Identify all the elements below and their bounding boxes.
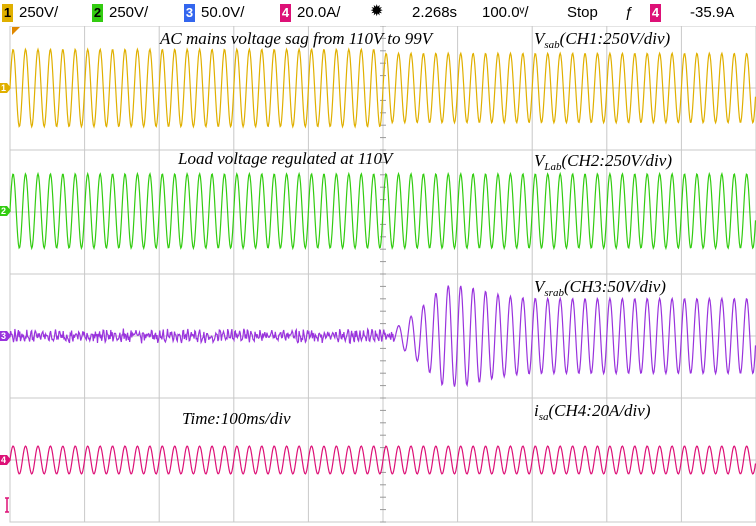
ch1-ground-marker[interactable] — [0, 83, 11, 93]
sag-annotation: AC mains voltage sag from 110V to 99V — [159, 29, 435, 48]
ch3-label: Vsrab(CH3:50V/div) — [534, 277, 666, 299]
ch3-badge: 3 — [184, 4, 195, 22]
ch2-ground-marker[interactable] — [0, 206, 11, 216]
ch1-marker-label: 1 — [1, 83, 6, 93]
falling-edge-trigger-icon: ƒ — [625, 4, 634, 21]
ch4-label: isa(CH4:20A/div) — [534, 401, 651, 423]
ch4-ground-marker[interactable] — [0, 455, 11, 465]
ch1-badge: 1 — [2, 4, 13, 22]
trigger-level-marker[interactable] — [5, 497, 9, 513]
ch3-scale-readout[interactable]: 3 50.0V/ — [184, 4, 244, 22]
ch2-badge: 2 — [92, 4, 103, 22]
time-scale-annotation: Time:100ms/div — [182, 409, 291, 428]
ch3-ground-marker[interactable] — [0, 331, 11, 341]
status-bar: 1 250V/ 2 250V/ 3 50.0V/ 4 20.0A/ ✹ 2.268s 1… — [0, 0, 756, 26]
acquire-star-icon: ✹ — [370, 3, 384, 20]
trigger-position-marker[interactable] — [12, 27, 20, 35]
trigger-level[interactable]: -35.9A — [690, 4, 735, 21]
ch4-scale-readout[interactable]: 4 20.0A/ — [280, 4, 340, 22]
trace-ch1 — [9, 47, 756, 129]
ch4-scale: 20.0A/ — [297, 4, 341, 21]
ch4-marker-label: 4 — [1, 455, 6, 465]
ch4-badge: 4 — [280, 4, 291, 22]
ch2-label: VLab(CH2:250V/div) — [534, 151, 672, 173]
graticule — [9, 25, 756, 523]
trace-ch4 — [9, 445, 756, 475]
ch1-scale-readout[interactable]: 1 250V/ — [2, 4, 58, 22]
trace-ch3 — [9, 285, 756, 388]
trigger-source[interactable]: 4 — [650, 4, 667, 22]
ch1-label: Vsab(CH1:250V/div) — [534, 29, 670, 51]
regulation-annotation: Load voltage regulated at 110V — [177, 149, 395, 168]
run-state[interactable]: Stop — [567, 4, 598, 21]
ch2-scale: 250V/ — [109, 4, 149, 21]
time-scale[interactable]: 100.0ᵛ/ — [482, 4, 529, 21]
trace-ch2 — [9, 171, 756, 251]
ch2-marker-label: 2 — [1, 206, 6, 216]
channel-markers: 1 2 3 4 — [0, 27, 20, 513]
waveform-traces — [9, 47, 756, 475]
ch3-scale: 50.0V/ — [201, 4, 245, 21]
ch2-scale-readout[interactable]: 2 250V/ — [92, 4, 148, 22]
ch1-scale: 250V/ — [19, 4, 59, 21]
trigger-channel-badge: 4 — [650, 4, 661, 22]
time-offset[interactable]: 2.268s — [412, 4, 458, 21]
ch3-marker-label: 3 — [1, 331, 6, 341]
